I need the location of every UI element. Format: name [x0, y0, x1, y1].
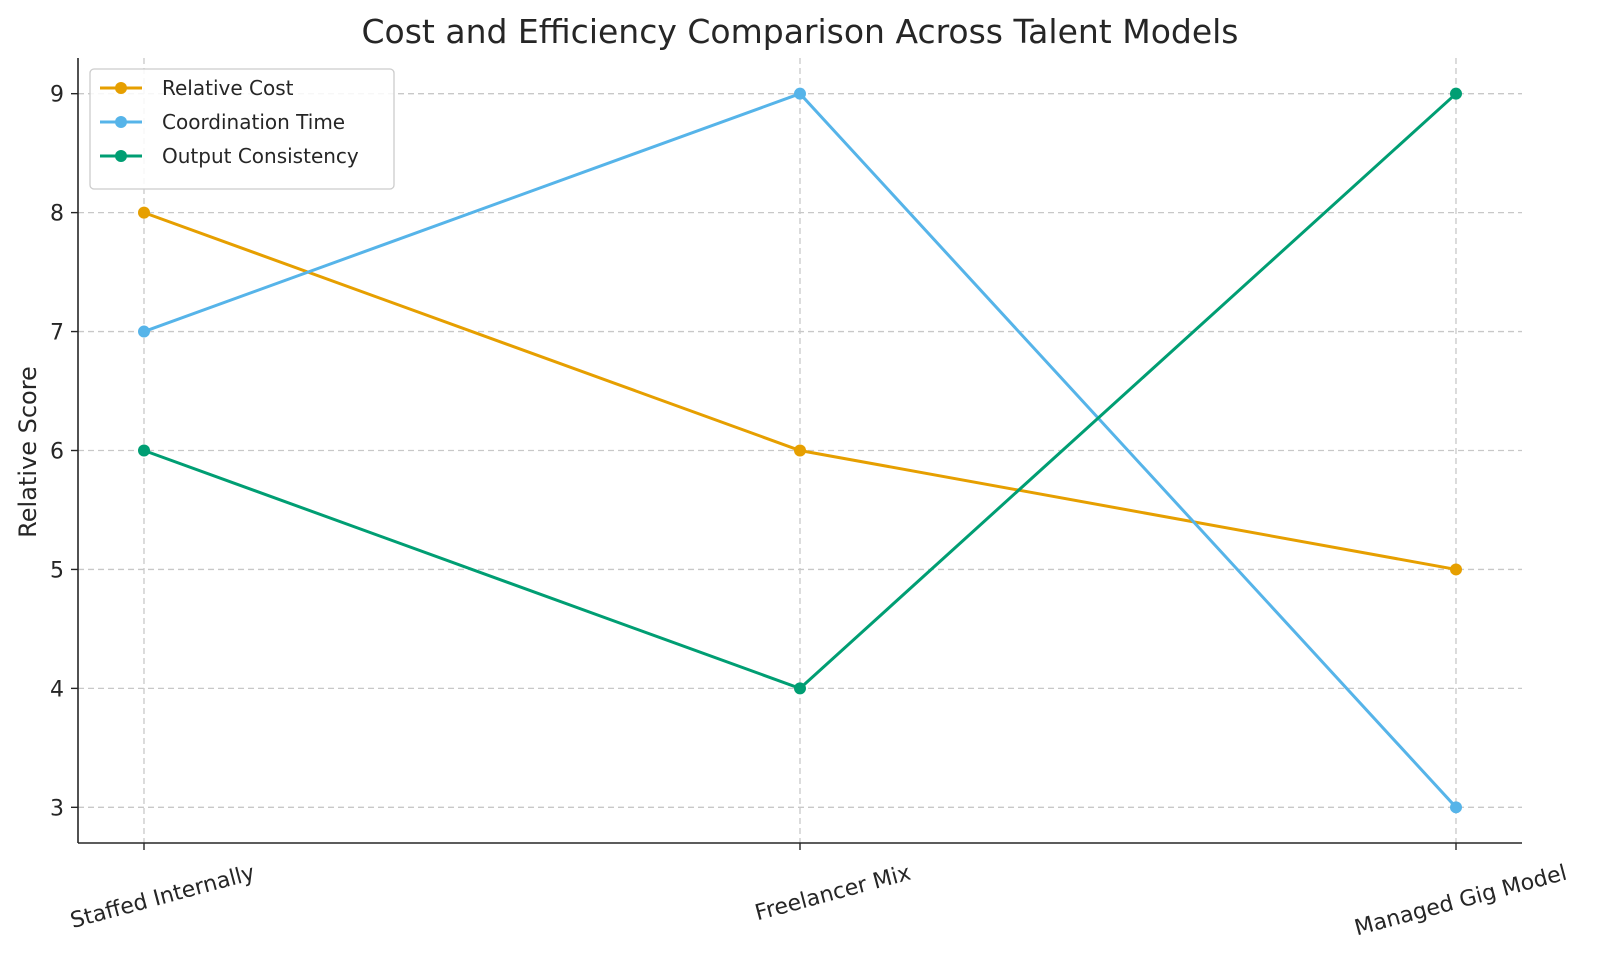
chart-title: Cost and Efficiency Comparison Across Ta…: [362, 12, 1239, 51]
legend-marker: [115, 116, 127, 128]
tick-labels: 3 4 5 6 7 8 9 Staffed Internally Freelancer Mix M…: [50, 83, 1570, 942]
legend-label: Relative Cost: [162, 76, 294, 100]
series-output-consistency: [138, 87, 1462, 695]
axes: [71, 58, 1522, 850]
x-tick-label: Staffed Internally: [68, 861, 258, 934]
legend-label: Coordination Time: [162, 110, 345, 134]
y-tick-label: 6: [50, 440, 64, 465]
legend: Relative Cost Coordination Time Output Con…: [89, 68, 395, 190]
y-tick-label: 9: [50, 83, 64, 108]
data-point: [1450, 801, 1462, 814]
legend-label: Output Consistency: [162, 144, 359, 168]
x-tick-label: Freelancer Mix: [753, 861, 914, 927]
series-relative-cost: [138, 206, 1462, 576]
y-tick-label: 3: [50, 796, 64, 821]
legend-item: Relative Cost: [100, 76, 294, 100]
data-point: [1450, 87, 1462, 100]
legend-item: Output Consistency: [100, 144, 359, 168]
y-axis-label: Relative Score: [14, 366, 42, 538]
y-tick-label: 4: [50, 677, 64, 702]
legend-item: Coordination Time: [100, 110, 345, 134]
data-point: [138, 325, 150, 338]
y-tick-label: 5: [50, 558, 64, 583]
legend-frame: [89, 68, 395, 190]
x-tick-label: Managed Gig Model: [1352, 861, 1570, 942]
data-point: [138, 444, 150, 457]
series-coordination-time: [138, 87, 1462, 814]
data-point: [794, 87, 806, 100]
data-point: [794, 444, 806, 457]
data-point: [138, 206, 150, 219]
data-point: [1450, 563, 1462, 576]
legend-marker: [115, 150, 127, 162]
y-tick-label: 8: [50, 202, 64, 227]
legend-marker: [115, 82, 127, 94]
data-point: [794, 682, 806, 695]
y-tick-label: 7: [50, 321, 64, 346]
series: [138, 87, 1462, 814]
